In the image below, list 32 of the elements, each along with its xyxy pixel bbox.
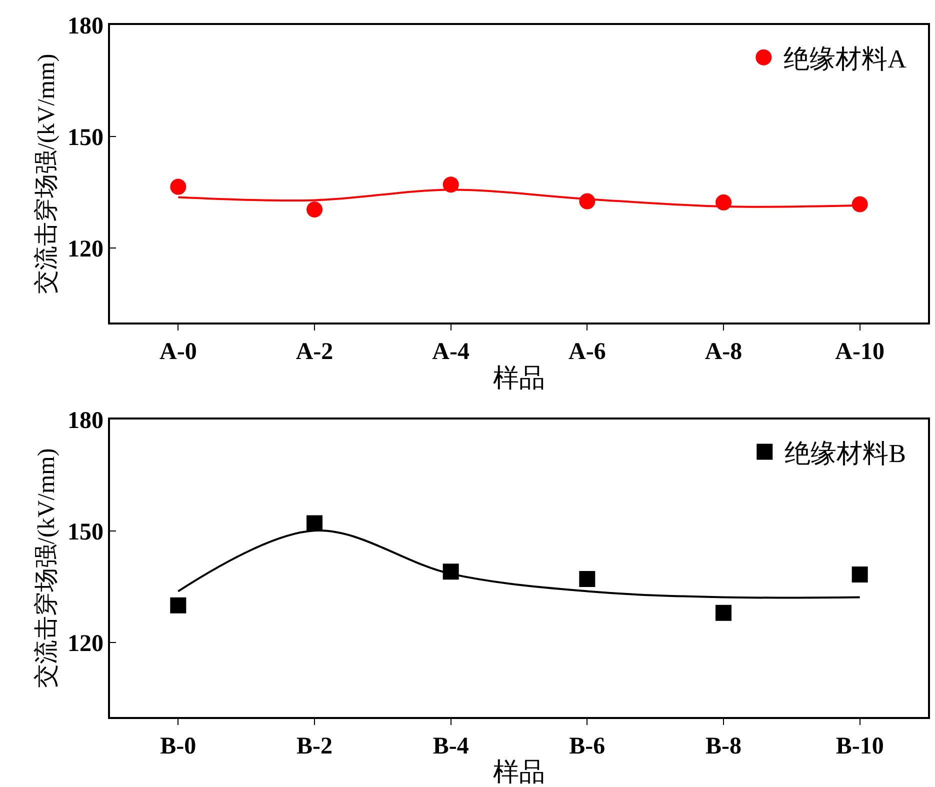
x-tick-label: A-8 xyxy=(704,339,742,366)
x-tick-label: A-4 xyxy=(432,339,470,366)
x-tick-label: B-10 xyxy=(836,734,884,760)
x-tick-label: A-6 xyxy=(568,339,606,366)
y-tick-label: 180 xyxy=(67,408,104,434)
legend-label: 绝缘材料A xyxy=(784,44,907,74)
x-tick-label: A-0 xyxy=(160,339,197,366)
y-tick-label: 150 xyxy=(67,519,104,546)
x-tick-label: B-0 xyxy=(160,734,196,760)
y-tick-label: 120 xyxy=(67,236,104,263)
point xyxy=(716,604,732,621)
x-tick-label: A-10 xyxy=(835,339,884,366)
y-axis-title: 交流击穿场强/(kV/mm) xyxy=(33,54,60,294)
point xyxy=(579,571,596,588)
x-axis-title: 样品 xyxy=(493,363,545,392)
y-tick-label: 150 xyxy=(67,124,104,151)
x-tick-label: B-4 xyxy=(432,734,469,760)
legend-label: 绝缘材料B xyxy=(784,438,906,468)
point xyxy=(170,597,186,614)
y-tick-label: 120 xyxy=(67,631,104,658)
point xyxy=(306,201,322,218)
point xyxy=(852,566,868,583)
x-tick-label: B-8 xyxy=(706,734,742,760)
x-axis-title: 样品 xyxy=(493,758,545,787)
y-tick-label: 180 xyxy=(67,13,104,40)
x-tick-label: B-2 xyxy=(296,734,332,760)
point xyxy=(306,515,322,532)
x-tick-label: A-2 xyxy=(296,339,334,366)
y-axis-title: 交流击穿场强/(kV/mm) xyxy=(33,448,60,688)
x-tick-label: B-6 xyxy=(569,734,606,760)
point xyxy=(852,196,868,212)
point xyxy=(170,178,186,195)
